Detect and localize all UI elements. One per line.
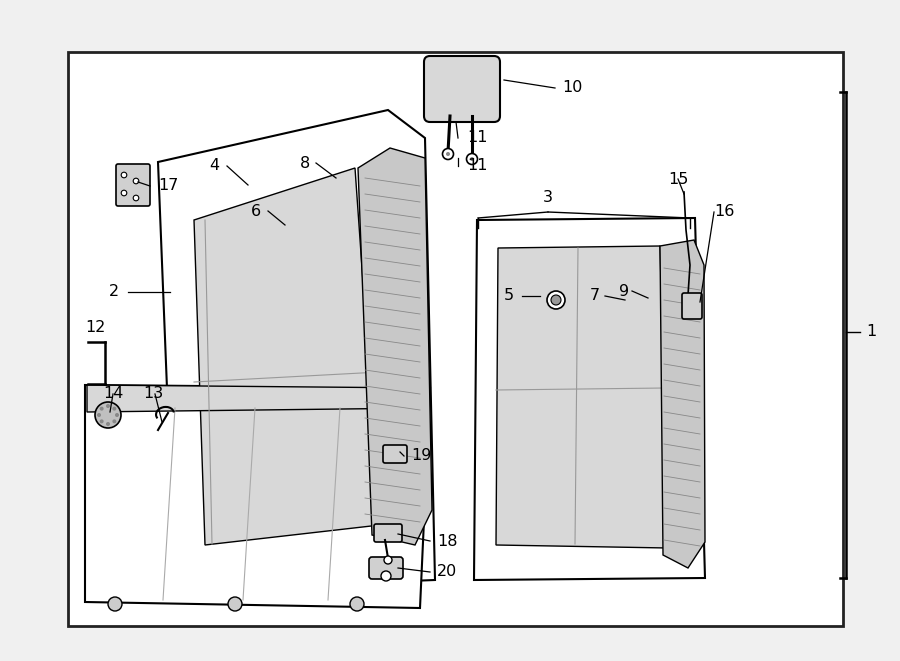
Circle shape xyxy=(122,190,127,196)
Circle shape xyxy=(551,295,561,305)
Circle shape xyxy=(95,402,121,428)
Circle shape xyxy=(446,152,450,156)
Polygon shape xyxy=(358,148,432,545)
FancyBboxPatch shape xyxy=(682,293,702,319)
Text: 12: 12 xyxy=(85,320,105,335)
Polygon shape xyxy=(474,218,705,580)
FancyBboxPatch shape xyxy=(116,164,150,206)
Circle shape xyxy=(381,571,391,581)
Text: 16: 16 xyxy=(714,204,734,219)
Circle shape xyxy=(228,597,242,611)
Text: 19: 19 xyxy=(411,449,431,463)
Text: 15: 15 xyxy=(668,171,688,186)
Bar xyxy=(68,52,843,626)
Polygon shape xyxy=(660,240,705,568)
Circle shape xyxy=(112,419,116,423)
Circle shape xyxy=(115,413,119,417)
Circle shape xyxy=(547,291,565,309)
Circle shape xyxy=(384,556,392,564)
Circle shape xyxy=(470,157,474,161)
Text: 3: 3 xyxy=(543,190,553,205)
Circle shape xyxy=(106,404,110,408)
FancyBboxPatch shape xyxy=(383,445,407,463)
Text: 8: 8 xyxy=(300,155,310,171)
FancyBboxPatch shape xyxy=(369,557,403,579)
Circle shape xyxy=(466,153,478,165)
Polygon shape xyxy=(158,110,435,590)
Text: 5: 5 xyxy=(504,288,514,303)
Circle shape xyxy=(97,413,101,417)
Circle shape xyxy=(100,407,104,410)
Text: 17: 17 xyxy=(158,178,178,194)
Polygon shape xyxy=(496,246,668,548)
Text: 7: 7 xyxy=(590,288,600,303)
Text: 2: 2 xyxy=(109,284,119,299)
Circle shape xyxy=(106,422,110,426)
Circle shape xyxy=(133,178,139,184)
Circle shape xyxy=(108,597,122,611)
Text: 9: 9 xyxy=(619,284,629,299)
Polygon shape xyxy=(85,385,430,608)
Text: 10: 10 xyxy=(562,81,582,95)
Text: 1: 1 xyxy=(866,325,877,340)
Circle shape xyxy=(122,173,127,178)
FancyBboxPatch shape xyxy=(374,524,402,542)
Text: 4: 4 xyxy=(209,159,219,173)
Polygon shape xyxy=(194,168,380,545)
Circle shape xyxy=(100,419,104,423)
Text: 20: 20 xyxy=(437,564,457,580)
Polygon shape xyxy=(87,385,428,412)
Circle shape xyxy=(112,407,116,410)
Text: 13: 13 xyxy=(143,387,163,401)
Circle shape xyxy=(133,195,139,201)
Text: 18: 18 xyxy=(437,533,457,549)
Text: 11: 11 xyxy=(467,159,488,173)
Circle shape xyxy=(443,149,454,159)
Text: 14: 14 xyxy=(103,387,123,401)
Text: 6: 6 xyxy=(251,204,261,219)
FancyBboxPatch shape xyxy=(424,56,500,122)
Text: 11: 11 xyxy=(467,130,488,145)
Circle shape xyxy=(350,597,364,611)
